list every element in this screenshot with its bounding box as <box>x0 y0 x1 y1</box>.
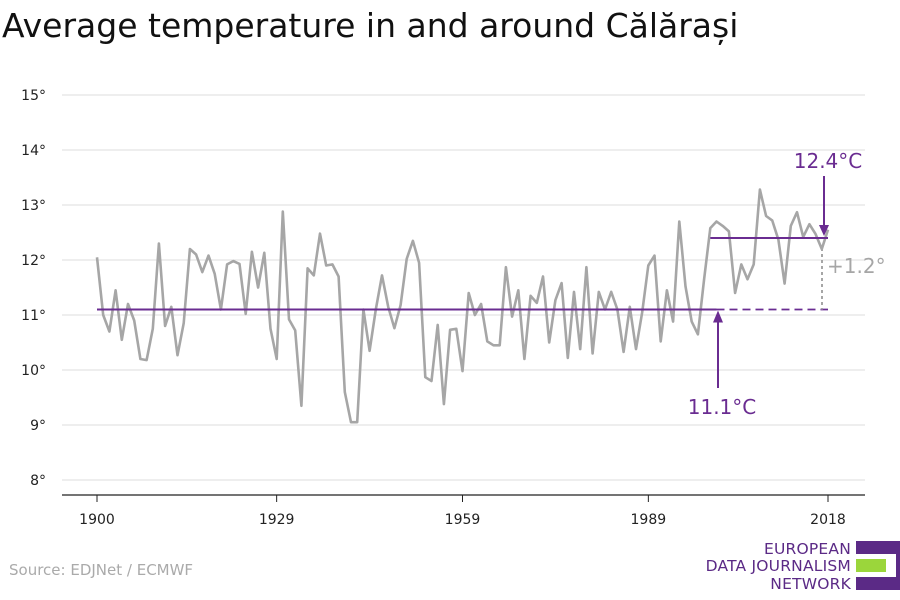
y-tick-label: 12° <box>21 253 46 269</box>
difference-label: +1.2° <box>827 254 886 278</box>
logo-bar-bottom <box>856 577 900 590</box>
baseline-label: 11.1°C <box>688 395 757 419</box>
y-axis-ticks: 8° 9° 10° 11° 12° 13° 14° 15° <box>21 88 46 489</box>
edjnet-logo: EUROPEAN DATA JOURNALISM NETWORK <box>700 540 900 596</box>
y-tick-label: 11° <box>21 308 46 324</box>
x-tick-label: 1959 <box>445 512 481 528</box>
y-tick-label: 10° <box>21 363 46 379</box>
recent-arrow-head <box>819 225 829 236</box>
logo-line-1: EUROPEAN <box>763 540 851 558</box>
x-axis: 1900 1929 1959 1989 2018 <box>62 494 865 528</box>
temperature-chart: 8° 9° 10° 11° 12° 13° 14° 15° 1900 1929 1959 1989 2… <box>21 88 886 528</box>
y-tick-label: 15° <box>21 88 46 104</box>
baseline-arrow-head <box>713 310 723 323</box>
logo-line-3: NETWORK <box>770 575 851 593</box>
y-tick-label: 9° <box>30 418 46 434</box>
x-tick-label: 1929 <box>259 512 295 528</box>
logo-bar-middle <box>856 559 886 572</box>
chart-title: Average temperature in and around Călăra… <box>2 6 739 45</box>
recent-label: 12.4°C <box>794 149 863 173</box>
series-group <box>95 188 830 424</box>
logo-line-2: DATA JOURNALISM <box>705 557 851 575</box>
logo-bar-top <box>856 541 900 554</box>
x-tick-label: 1989 <box>631 512 667 528</box>
x-tick-label: 1900 <box>79 512 115 528</box>
gridlines <box>62 94 865 481</box>
y-tick-label: 13° <box>21 198 46 214</box>
logo-bar-connector <box>896 541 900 590</box>
annotations: 11.1°C 12.4°C +1.2° <box>97 149 886 419</box>
series-line <box>95 188 830 424</box>
source-note: Source: EDJNet / ECMWF <box>9 561 194 579</box>
x-tick-label: 2018 <box>810 512 846 528</box>
y-tick-label: 8° <box>30 473 46 489</box>
y-tick-label: 14° <box>21 143 46 159</box>
